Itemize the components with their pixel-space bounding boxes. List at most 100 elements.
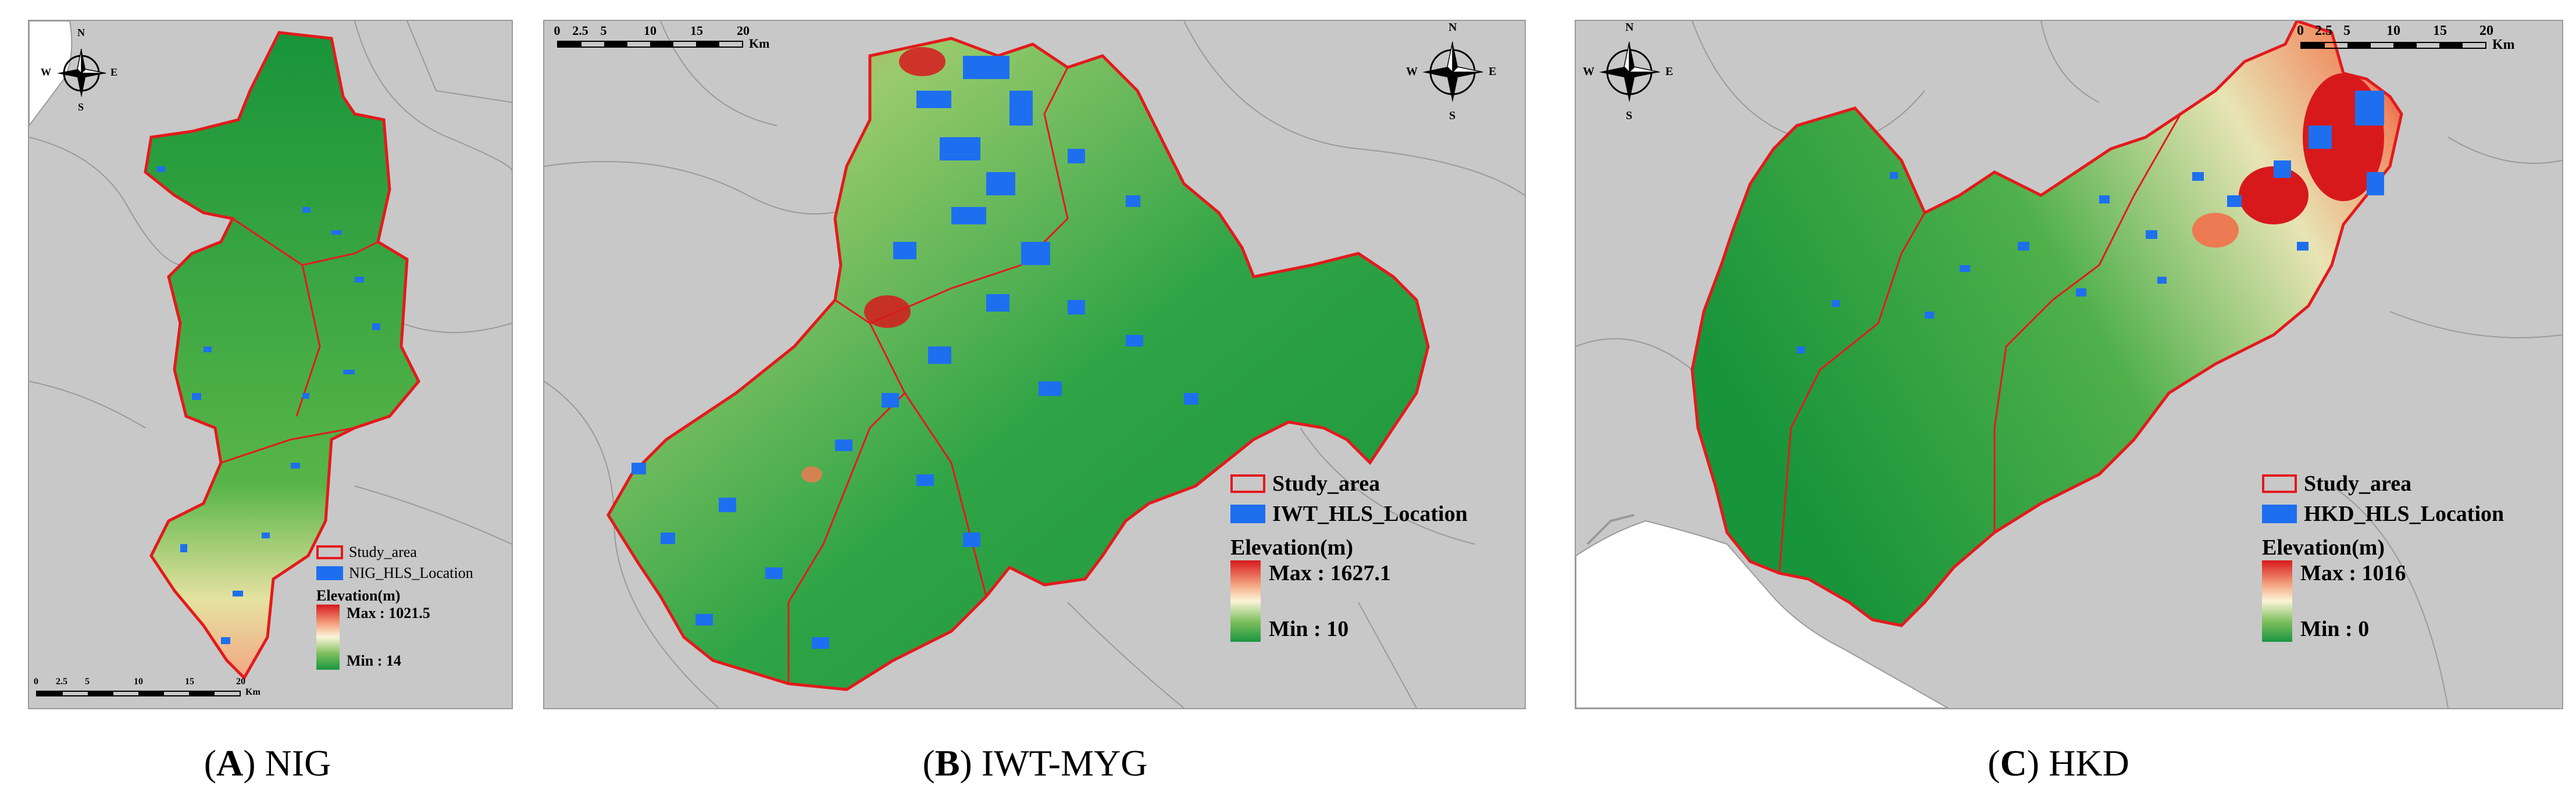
elevation-ramp: Max : 1627.1 Min : 10: [1230, 560, 1468, 642]
compass-w: W: [1583, 65, 1594, 78]
scale-tick: 15: [2433, 23, 2447, 38]
caption-a: (A) NIG: [204, 742, 331, 784]
legend-study-area-label: Study_area: [1272, 471, 1380, 496]
legend-row-location: NIG_HLS_Location: [316, 563, 473, 584]
legend-elevation-title: Elevation(m): [2262, 535, 2385, 560]
sub-area-boundaries: [1778, 113, 2182, 574]
legend-location-label: HKD_HLS_Location: [2304, 502, 2504, 526]
scale-tick: 10: [134, 677, 143, 687]
study-area-iwt-myg: [606, 37, 1430, 691]
scale-tick: 5: [85, 677, 90, 687]
study-area-swatch: [2262, 474, 2297, 493]
compass-s: S: [1449, 109, 1456, 122]
location-swatch: [316, 566, 343, 580]
scale-tick: 0: [554, 23, 561, 38]
legend-row-study-area: Study_area: [1230, 469, 1468, 499]
study-area-swatch: [316, 545, 343, 559]
study-area-nig: [144, 31, 420, 681]
scale-tick: 15: [690, 23, 703, 38]
elevation-max: Max : 1016: [2300, 561, 2406, 585]
compass-n: N: [77, 27, 85, 38]
hls-location-patches: [1797, 91, 2384, 353]
compass-n: N: [1625, 21, 1634, 34]
compass-w: W: [41, 66, 51, 78]
legend-elevation-title: Elevation(m): [316, 587, 401, 604]
scale-tick: 20: [737, 23, 750, 38]
legend-row-location: IWT_HLS_Location: [1230, 499, 1468, 529]
scale-bar-graphic: [36, 691, 241, 696]
elevation-ramp-bar: [1230, 560, 1261, 642]
legend-row-study-area: Study_area: [316, 542, 473, 563]
compass-n: N: [1448, 21, 1457, 34]
elevation-ramp: Max : 1021.5 Min : 14: [316, 605, 473, 670]
elevation-max: Max : 1021.5: [347, 605, 430, 621]
high-elevation-peaks: [801, 47, 946, 483]
caption-letter: A: [216, 742, 244, 784]
legend-elevation-title: Elevation(m): [1230, 535, 1354, 560]
scale-tick: 5: [600, 23, 607, 38]
hls-location-patches: [631, 56, 1198, 649]
compass-s: S: [1626, 109, 1633, 122]
caption-letter: C: [2000, 742, 2027, 784]
elevation-min: Min : 10: [1269, 617, 1349, 641]
legend-row-location: HKD_HLS_Location: [2262, 499, 2504, 529]
map-panel-nig: N S W E Study_area NIG_HLS_Location Elev…: [28, 20, 513, 709]
legend-study-area-label: Study_area: [349, 544, 417, 560]
scale-tick: 10: [644, 23, 657, 38]
legend-row-study-area: Study_area: [2262, 469, 2504, 499]
elevation-min: Min : 14: [347, 652, 401, 669]
admin-boundaries: [544, 21, 1525, 708]
elevation-ramp: Max : 1016 Min : 0: [2262, 560, 2504, 642]
scale-unit: Km: [245, 687, 261, 697]
scale-bar-iwt-myg: 0 2.5 5 10 15 20 Km: [554, 23, 809, 58]
scale-bar-graphic: [2300, 42, 2486, 49]
scale-tick: 2.5: [2315, 23, 2332, 38]
scale-tick: 2.5: [56, 677, 67, 687]
elevation-ramp-bar: [2262, 560, 2292, 642]
sea-area: [1576, 520, 1950, 708]
caption-letter: B: [934, 742, 960, 784]
compass-e: E: [1665, 65, 1674, 78]
elevation-ramp-labels: Max : 1627.1 Min : 10: [1269, 560, 1391, 642]
scale-tick: 5: [2343, 23, 2350, 38]
map-hkd: [1576, 21, 2562, 708]
scale-unit: Km: [2492, 37, 2515, 52]
caption-name: IWT-MYG: [972, 742, 1148, 784]
legend-study-area-label: Study_area: [2304, 471, 2412, 496]
legend-location-label: NIG_HLS_Location: [349, 564, 473, 581]
location-swatch: [1230, 505, 1265, 523]
compass-labels: N S W E: [1406, 21, 1496, 126]
scale-tick: 0: [34, 677, 38, 687]
elevation-ramp-bar: [316, 605, 340, 670]
caption-c: (C) HKD: [1988, 742, 2129, 784]
elevation-min: Min : 0: [2300, 617, 2370, 641]
harbor-jetty: [1586, 514, 1635, 545]
hls-location-patches: [157, 166, 380, 644]
map-nig: [29, 21, 512, 681]
compass-labels: N S W E: [1583, 21, 1673, 126]
legend-iwt-myg: Study_area IWT_HLS_Location Elevation(m)…: [1230, 469, 1468, 642]
caption-b: (B) IWT-MYG: [922, 742, 1148, 784]
compass-rose: [1599, 41, 1660, 102]
scale-tick: 20: [2479, 23, 2493, 38]
scale-tick: 10: [2386, 23, 2400, 38]
high-elevation-peaks: [2192, 73, 2384, 248]
legend-location-label: IWT_HLS_Location: [1272, 502, 1468, 526]
elevation-ramp-labels: Max : 1016 Min : 0: [2300, 560, 2406, 642]
compass-s: S: [78, 101, 84, 113]
scale-bar-nig: 0 2.5 5 10 15 20 Km: [34, 677, 269, 706]
compass-labels: N S W E: [41, 27, 117, 120]
compass-e: E: [1489, 65, 1497, 78]
map-panel-hkd: N S W E Study_area HKD_HLS_Location Elev…: [1575, 20, 2563, 709]
scale-tick: 15: [185, 677, 194, 687]
legend-nig: Study_area NIG_HLS_Location Elevation(m)…: [316, 542, 473, 670]
map-iwt-myg: [544, 21, 1525, 708]
study-area-swatch: [1230, 474, 1265, 493]
scale-unit: Km: [749, 36, 770, 51]
location-swatch: [2262, 505, 2297, 523]
study-area-hkd: [1690, 21, 2403, 627]
map-panel-iwt-myg: N S W E Study_area IWT_HLS_Location Elev…: [543, 20, 1526, 709]
elevation-ramp-labels: Max : 1021.5 Min : 14: [347, 605, 430, 670]
legend-hkd: Study_area HKD_HLS_Location Elevation(m)…: [2262, 469, 2504, 642]
scale-tick: 0: [2297, 23, 2304, 38]
